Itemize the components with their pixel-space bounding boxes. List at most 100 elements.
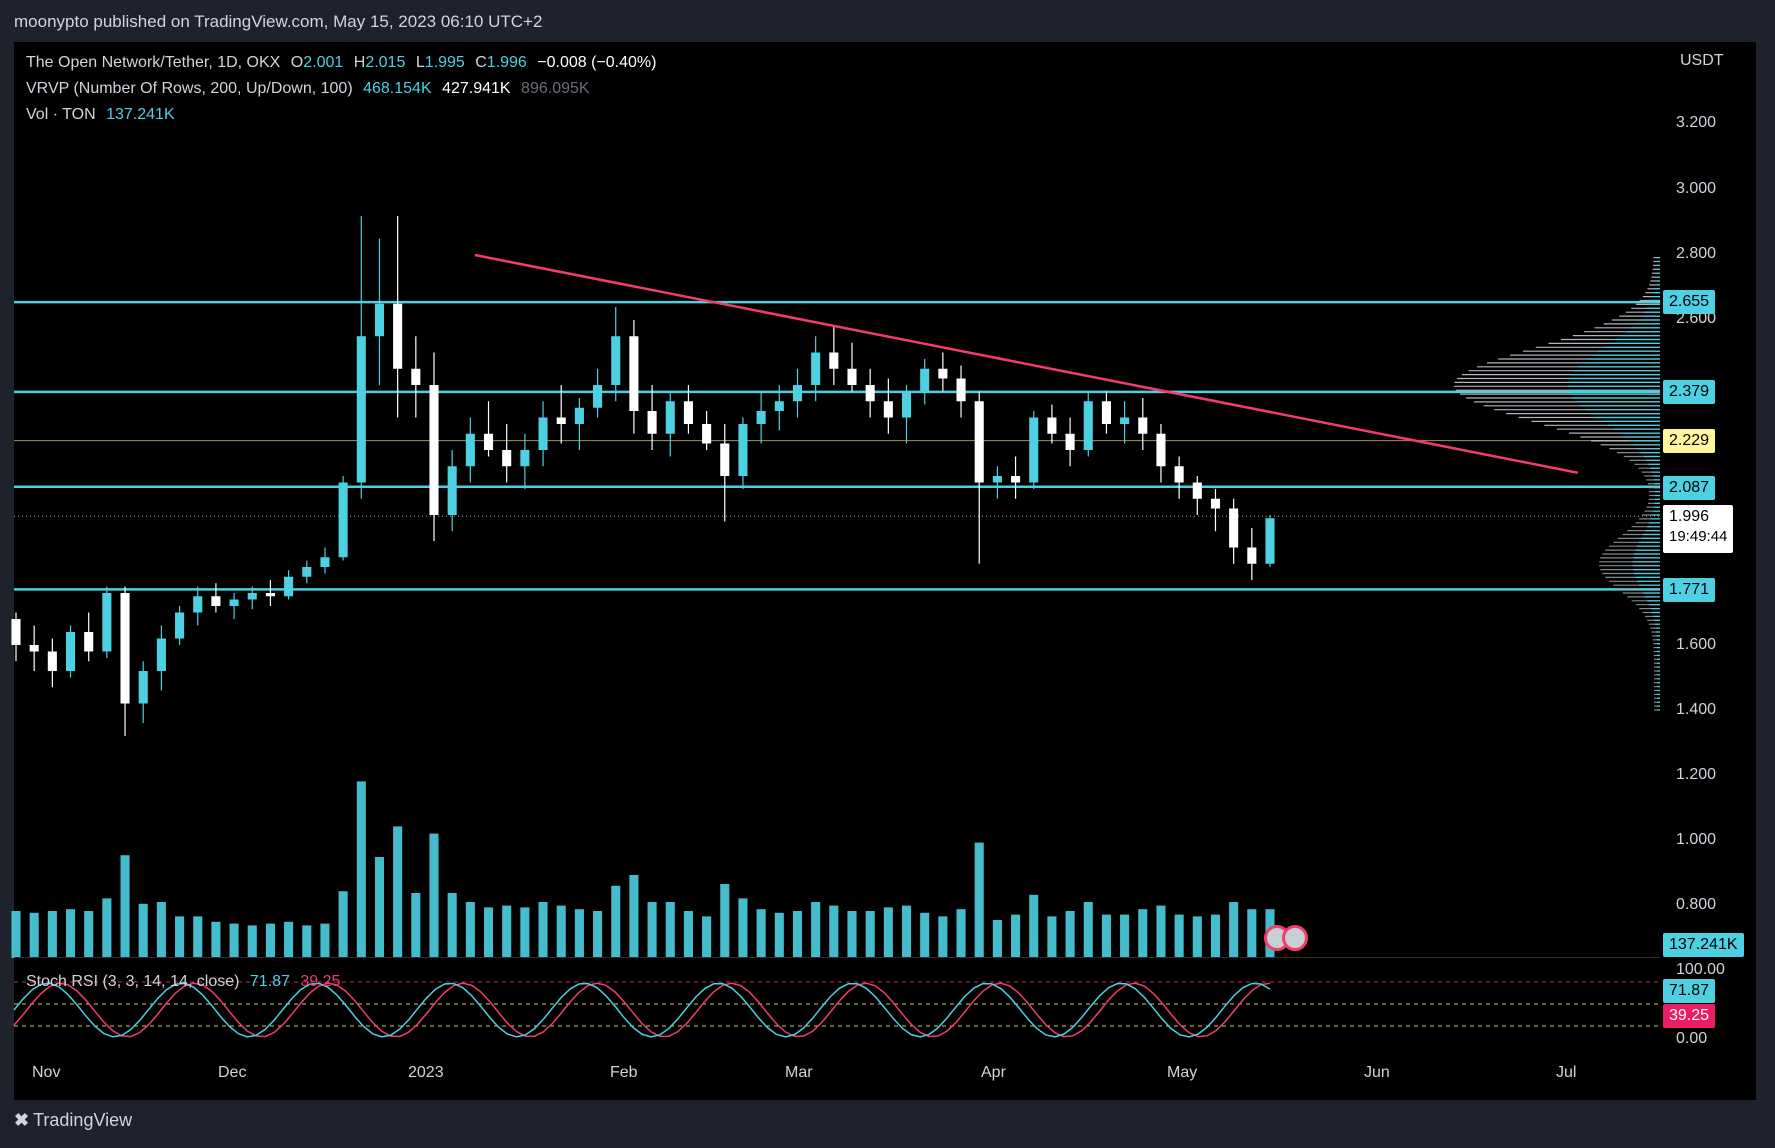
volume-bar: [483, 907, 494, 958]
candle-body: [1229, 508, 1239, 548]
candle-body: [1029, 417, 1039, 483]
stoch-k-tag[interactable]: 71.87: [1663, 979, 1716, 1003]
level-tag-2379[interactable]: 2.379: [1663, 380, 1716, 404]
volume-bar: [211, 921, 221, 958]
candle-body: [138, 671, 148, 704]
volume-bar: [883, 907, 893, 958]
volume-bar: [1156, 905, 1166, 958]
vrvp-legend: VRVP (Number Of Rows, 200, Up/Down, 100)…: [26, 80, 590, 98]
volume-bar: [338, 891, 348, 958]
volume-bar: [847, 911, 857, 958]
price-tick: 3.200: [1676, 114, 1717, 131]
level-tag-2229[interactable]: 2.229: [1663, 429, 1716, 453]
stoch-d-value: 39.25: [300, 973, 341, 990]
time-label-may: May: [1167, 1064, 1198, 1081]
close-value: 1.996: [486, 54, 527, 71]
stoch-k-line: [13, 982, 1271, 1038]
vrvp-total-value: 896.095K: [521, 80, 590, 97]
volume-bar: [465, 902, 475, 958]
tradingview-logo[interactable]: ✖ TradingView: [14, 1110, 132, 1131]
volume-bar: [411, 893, 421, 958]
volume-bar: [738, 898, 748, 958]
volume-label: Vol · TON: [26, 106, 96, 123]
candle-body: [374, 303, 385, 337]
volume-bar: [393, 826, 403, 958]
candle-body: [65, 632, 76, 671]
level-tag-2087[interactable]: 2.087: [1663, 476, 1716, 500]
current-price-tag[interactable]: 1.996 19:49:44: [1663, 505, 1734, 553]
volume-bar: [1065, 911, 1075, 958]
volume-tag[interactable]: 137.241K: [1663, 933, 1744, 957]
candle-body: [992, 476, 1002, 483]
candle-body: [1247, 547, 1257, 564]
price-tick: 1.400: [1676, 701, 1717, 718]
volume-bar: [47, 911, 57, 958]
publish-header: moonypto published on TradingView.com, M…: [0, 0, 1775, 42]
stoch-d-tag[interactable]: 39.25: [1663, 1004, 1716, 1028]
time-label-2023: 2023: [408, 1064, 444, 1081]
volume-bar: [29, 912, 39, 958]
candle-body: [1156, 433, 1166, 467]
candle-body: [520, 450, 530, 467]
volume-bar: [65, 909, 76, 958]
open-label: O: [290, 54, 304, 71]
time-label-dec: Dec: [218, 1064, 247, 1081]
volume-bar: [920, 912, 930, 958]
volume-bar: [502, 905, 512, 958]
volume-bar: [229, 923, 239, 958]
time-label-jul: Jul: [1556, 1064, 1577, 1081]
candle-body: [284, 576, 294, 597]
volume-bar: [1229, 902, 1239, 958]
time-label-apr: Apr: [981, 1064, 1006, 1081]
volume-bar: [1138, 909, 1148, 958]
candle-body: [574, 407, 584, 424]
symbol-legend: The Open Network/Tether, 1D, OKX O2.001 …: [26, 54, 656, 72]
candle-body: [11, 619, 21, 645]
candle-body: [538, 417, 548, 450]
price-tick: 0.800: [1676, 896, 1717, 913]
volume-bar: [756, 909, 766, 958]
vrvp-up-value: 468.154K: [363, 80, 432, 97]
candle-body: [702, 424, 712, 444]
candle-body: [1083, 401, 1093, 450]
us-flag-event-icon[interactable]: [1282, 925, 1308, 951]
candle-body: [774, 401, 784, 411]
price-tick: 1.600: [1676, 636, 1717, 653]
volume-bar: [120, 855, 130, 958]
volume-bar: [1101, 914, 1111, 958]
volume-bar: [629, 875, 639, 958]
stoch-axis-top: 100.00: [1676, 961, 1725, 978]
volume-bar: [1120, 914, 1130, 958]
candle-body: [1101, 401, 1111, 424]
stoch-k-value: 71.87: [249, 973, 290, 990]
candle-body: [483, 433, 494, 450]
volume-bar: [574, 909, 584, 958]
price-tick: 1.200: [1676, 766, 1717, 783]
volume-bar: [593, 911, 603, 958]
candle-body: [211, 596, 221, 606]
candle-body: [265, 593, 275, 597]
level-tag-1771[interactable]: 1.771: [1663, 578, 1716, 602]
volume-bar: [1174, 914, 1184, 958]
candle-body: [920, 368, 930, 392]
candle-body: [320, 557, 330, 567]
volume-bar: [974, 842, 984, 958]
level-tag-2655[interactable]: 2.655: [1663, 290, 1716, 314]
current-price: 1.996: [1669, 508, 1710, 525]
candle-body: [829, 352, 839, 369]
volume-bar: [429, 833, 439, 958]
volume-bar: [374, 857, 385, 958]
volume-bar: [138, 903, 148, 958]
candle-body: [120, 593, 130, 704]
volume-bar: [865, 911, 875, 958]
volume-bar: [1029, 894, 1039, 958]
volume-bar: [1083, 902, 1093, 958]
candle-body: [1011, 476, 1021, 483]
volume-bar: [901, 905, 912, 958]
candle-body: [1138, 417, 1148, 434]
candle-body: [593, 385, 603, 408]
tradingview-logo-icon: ✖: [14, 1110, 29, 1130]
pane-separator[interactable]: [14, 957, 1660, 958]
candle-body: [175, 612, 185, 639]
